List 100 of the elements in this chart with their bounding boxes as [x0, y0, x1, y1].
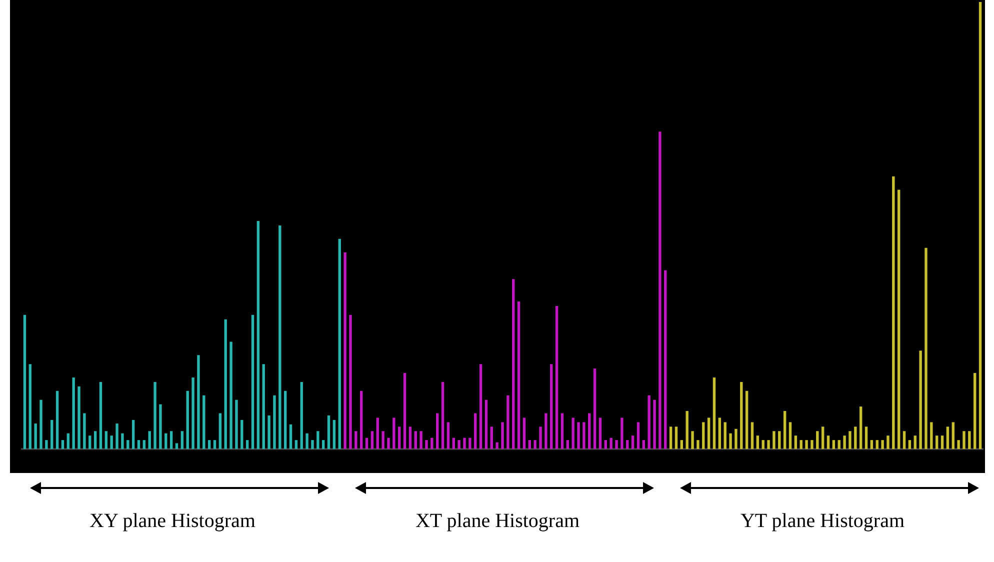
bar: [935, 436, 938, 449]
bar: [724, 422, 726, 449]
bar: [218, 413, 222, 449]
bar: [952, 422, 954, 449]
bar: [23, 314, 26, 449]
bar: [522, 418, 526, 449]
bar: [588, 413, 591, 449]
bar: [615, 440, 618, 449]
bar: [246, 440, 249, 449]
bar: [186, 390, 189, 449]
bar: [338, 238, 341, 449]
bar: [908, 440, 912, 449]
bar: [230, 342, 232, 449]
bar: [686, 411, 688, 449]
bar: [610, 438, 612, 449]
bar: [838, 440, 840, 449]
bar: [175, 443, 178, 449]
bar: [213, 440, 216, 449]
bar: [881, 440, 884, 449]
bar: [892, 176, 895, 449]
bar: [180, 431, 184, 449]
bar: [94, 431, 97, 449]
bar: [534, 440, 536, 449]
bar: [756, 436, 760, 449]
bar: [463, 438, 466, 449]
bar: [821, 426, 824, 449]
bar: [924, 248, 928, 449]
bar: [696, 440, 700, 449]
bar: [137, 440, 140, 449]
bar: [360, 390, 363, 449]
bar: [572, 418, 574, 449]
bar: [712, 377, 716, 449]
text: YT plane Histogram: [739, 510, 906, 533]
bar: [810, 440, 814, 449]
bar: [729, 433, 732, 449]
bar: [740, 382, 743, 449]
bar: [832, 440, 836, 449]
bar: [88, 436, 92, 449]
bar: [745, 390, 748, 449]
bar: [365, 438, 368, 449]
bar: [778, 431, 781, 449]
bar: [349, 314, 352, 449]
bar: [403, 373, 406, 449]
bar: [658, 132, 662, 449]
bar: [772, 431, 776, 449]
bar: [414, 431, 417, 449]
bar: [132, 420, 135, 449]
bar: [159, 404, 162, 449]
bar: [235, 400, 238, 449]
bar: [121, 433, 124, 449]
bar: [332, 420, 336, 449]
bar: [544, 413, 548, 449]
bar: [648, 395, 650, 449]
bar: [707, 418, 710, 449]
bar: [278, 226, 282, 449]
bar: [914, 436, 916, 449]
bar: [126, 440, 130, 449]
text: XY plane Histogram: [88, 510, 256, 533]
bar: [56, 390, 59, 449]
bar: [34, 424, 37, 449]
bar: [61, 440, 64, 449]
bar: [805, 440, 808, 449]
bar: [902, 431, 906, 449]
bar: [420, 431, 422, 449]
bar: [566, 440, 570, 449]
bar: [154, 382, 156, 449]
bar: [528, 440, 532, 449]
bar: [593, 368, 596, 449]
bar: [354, 431, 358, 449]
bar: [859, 406, 862, 449]
bar: [718, 418, 722, 449]
bar: [484, 400, 488, 449]
bar: [978, 2, 982, 449]
bar: [560, 413, 564, 449]
bar: [598, 418, 602, 449]
bar: [680, 440, 684, 449]
bar: [974, 373, 976, 449]
text: XT plane Histogram: [414, 510, 581, 533]
bar: [496, 442, 498, 449]
bar: [762, 440, 764, 449]
bar: [316, 431, 320, 449]
bar: [919, 350, 922, 449]
bar: [83, 413, 86, 449]
bar: [408, 426, 412, 449]
bar: [164, 433, 168, 449]
bar: [452, 438, 455, 449]
bar: [99, 382, 102, 449]
bar: [626, 440, 629, 449]
bar: [202, 395, 206, 449]
bar: [674, 426, 678, 449]
bar: [886, 436, 890, 449]
bar: [512, 279, 515, 449]
bar: [251, 314, 254, 449]
bar: [870, 440, 874, 449]
bar: [256, 221, 260, 449]
bar: [430, 438, 434, 449]
bar: [479, 364, 482, 449]
bar: [382, 431, 384, 449]
bar: [816, 431, 819, 449]
bar: [441, 382, 444, 449]
